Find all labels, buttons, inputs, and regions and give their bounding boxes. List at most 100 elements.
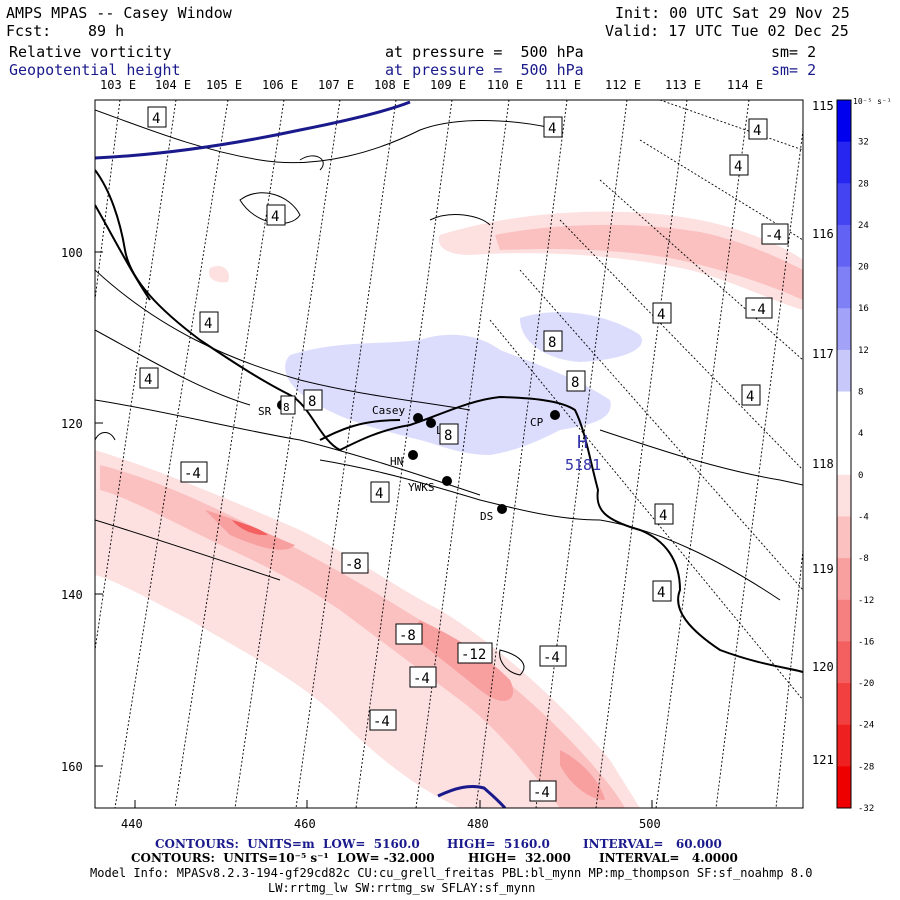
svg-text:8: 8	[283, 401, 290, 414]
contour-label: 4	[199, 311, 219, 333]
colorbar-label: 12	[858, 346, 869, 356]
contour-label: -4	[761, 223, 789, 245]
svg-text:-12: -12	[461, 647, 486, 663]
top-lon-label: 104 E	[155, 78, 191, 92]
contour-label: 8	[439, 423, 459, 445]
contour-label: 4	[741, 384, 761, 406]
colorbar-swatch	[837, 724, 851, 767]
vorticity-contour-interval: INTERVAL= 4.0000	[599, 851, 738, 865]
top-lon-label: 110 E	[487, 78, 523, 92]
contour-label: -4	[180, 461, 208, 483]
svg-text:4: 4	[548, 121, 556, 137]
svg-text:8: 8	[308, 394, 316, 410]
colorbar: 32 28 24 20 16 12 8 4 0 -4 -8 -12 -16 -20 -24 -28 -32	[836, 99, 874, 814]
station-label: HN	[390, 455, 403, 468]
map-title: AMPS MPAS -- Casey Window	[6, 4, 232, 22]
colorbar-label: -16	[858, 637, 874, 647]
top-lon-label: 111 E	[545, 78, 581, 92]
station-marker[interactable]	[497, 504, 507, 514]
station-marker[interactable]	[426, 418, 436, 428]
svg-text:8: 8	[548, 335, 556, 351]
station-marker[interactable]	[550, 410, 560, 420]
colorbar-swatch	[837, 183, 851, 226]
height-contour-interval: INTERVAL= 60.000	[583, 837, 722, 851]
vorticity-fill-minus4	[209, 265, 229, 283]
svg-text:4: 4	[657, 307, 665, 323]
contour-label: -8	[0, 0, 17, 4]
top-lon-label: 103 E	[100, 78, 136, 92]
height-contour-info: CONTOURS: UNITS=m LOW= 5160.0	[155, 837, 420, 851]
forecast-label: Fcst:	[6, 22, 52, 40]
top-lon-label: 109 E	[430, 78, 466, 92]
contour-label: 8	[566, 370, 586, 392]
top-lon-label: 112 E	[605, 78, 641, 92]
svg-text:-4: -4	[749, 302, 766, 318]
contour-label: -4	[745, 297, 773, 319]
colorbar-label: -20	[858, 679, 874, 689]
contour-label: 4	[370, 481, 390, 503]
contour-label: 4	[266, 204, 286, 226]
svg-text:-4: -4	[543, 650, 560, 666]
colorbar-label: 32	[858, 138, 869, 148]
contour-label: -4	[369, 709, 397, 731]
svg-text:-4: -4	[533, 785, 550, 801]
svg-text:4: 4	[746, 389, 754, 405]
station-label: CP	[530, 416, 544, 429]
plot-frame	[94, 99, 804, 809]
station-label: DS	[480, 510, 493, 523]
colorbar-swatch	[837, 100, 851, 143]
station-label: Casey	[372, 404, 405, 417]
field1-name: Relative vorticity	[9, 43, 172, 61]
svg-text:-8: -8	[399, 628, 416, 644]
contour-label: -4	[409, 666, 437, 688]
svg-text:8: 8	[571, 375, 579, 391]
model-info: Model Info: MPASv8.2.3-194-gf29cd82c CU:…	[90, 866, 813, 880]
y-tick-label: 160	[61, 760, 83, 774]
x-tick-label: 460	[294, 817, 316, 831]
field1-pressure: at pressure = 500 hPa	[385, 43, 584, 61]
colorbar-label: 28	[858, 179, 869, 189]
top-lon-label: 108 E	[374, 78, 410, 92]
colorbar-label: -24	[858, 721, 874, 731]
station-label: YWKS	[408, 481, 435, 494]
svg-text:-4: -4	[373, 714, 390, 730]
forecast-hour: 89 h	[88, 22, 125, 40]
colorbar-frame	[836, 99, 852, 809]
field2-smoothing: sm= 2	[771, 61, 817, 79]
contour-label: -4	[539, 645, 567, 667]
height-contour-high: HIGH= 5160.0	[447, 837, 550, 851]
station-marker[interactable]	[408, 450, 418, 460]
init-time: Init: 00 UTC Sat 29 Nov 25	[615, 4, 850, 22]
colorbar-swatch	[837, 308, 851, 351]
colorbar-swatch	[837, 349, 851, 393]
y-tick-label: 120	[61, 417, 83, 431]
colorbar-swatch	[837, 391, 851, 434]
contour-label: 4	[654, 503, 674, 525]
contour-label: -4	[529, 780, 557, 802]
valid-time: Valid: 17 UTC Tue 02 Dec 25	[605, 22, 849, 40]
contour-label: 4	[729, 154, 749, 176]
top-lon-label: 114 E	[727, 78, 763, 92]
colorbar-label: -28	[858, 762, 874, 772]
top-lon-label: 106 E	[262, 78, 298, 92]
station-marker[interactable]	[442, 476, 452, 486]
contour-label: 8	[303, 389, 323, 411]
x-tick-label: 440	[121, 817, 143, 831]
colorbar-swatch	[837, 599, 851, 642]
field2-name: Geopotential height	[9, 61, 181, 79]
svg-text:4: 4	[144, 372, 152, 388]
colorbar-label: -4	[858, 512, 869, 522]
svg-text:4: 4	[734, 159, 742, 175]
colorbar-swatch	[837, 266, 851, 309]
contour-label: 4	[652, 580, 672, 602]
svg-text:-4: -4	[184, 466, 201, 482]
svg-text:4: 4	[204, 316, 212, 332]
colorbar-label: 4	[858, 429, 863, 439]
top-lon-label: 107 E	[318, 78, 354, 92]
station-marker[interactable]	[413, 413, 423, 423]
contour-label: 4	[748, 118, 768, 140]
y-tick-label: 100	[61, 246, 83, 260]
colorbar-label: -8	[858, 554, 869, 564]
vorticity-contour-high: HIGH= 32.000	[468, 851, 571, 865]
station-label: SR	[258, 405, 272, 418]
